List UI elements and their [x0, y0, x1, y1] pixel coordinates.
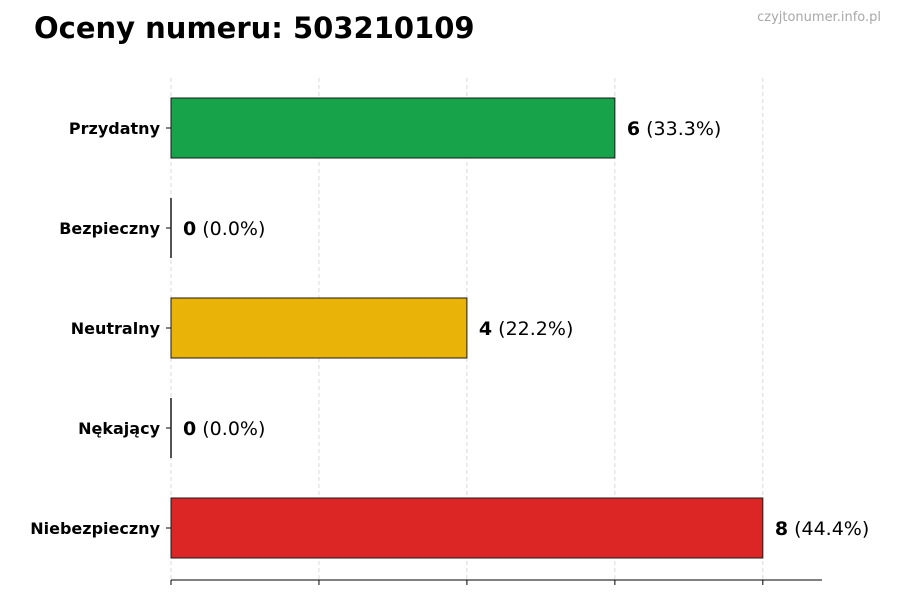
value-label-4: 8 (44.4%): [775, 518, 869, 540]
category-label-3: Nękający: [78, 419, 160, 438]
category-label-1: Bezpieczny: [59, 219, 160, 238]
value-label-3: 0 (0.0%): [183, 418, 265, 440]
value-label-2: 4 (22.2%): [479, 318, 573, 340]
category-label-0: Przydatny: [69, 119, 161, 138]
value-label-0: 6 (33.3%): [627, 118, 721, 140]
chart-title: Oceny numeru: 503210109: [34, 11, 475, 45]
category-label-2: Neutralny: [71, 319, 161, 338]
value-label-1: 0 (0.0%): [183, 218, 265, 240]
bar-2: [170, 297, 468, 359]
bar-4: [170, 497, 764, 559]
watermark: czyjtonumer.info.pl: [757, 10, 881, 25]
category-label-4: Niebezpieczny: [30, 519, 160, 538]
bar-0: [170, 97, 616, 159]
